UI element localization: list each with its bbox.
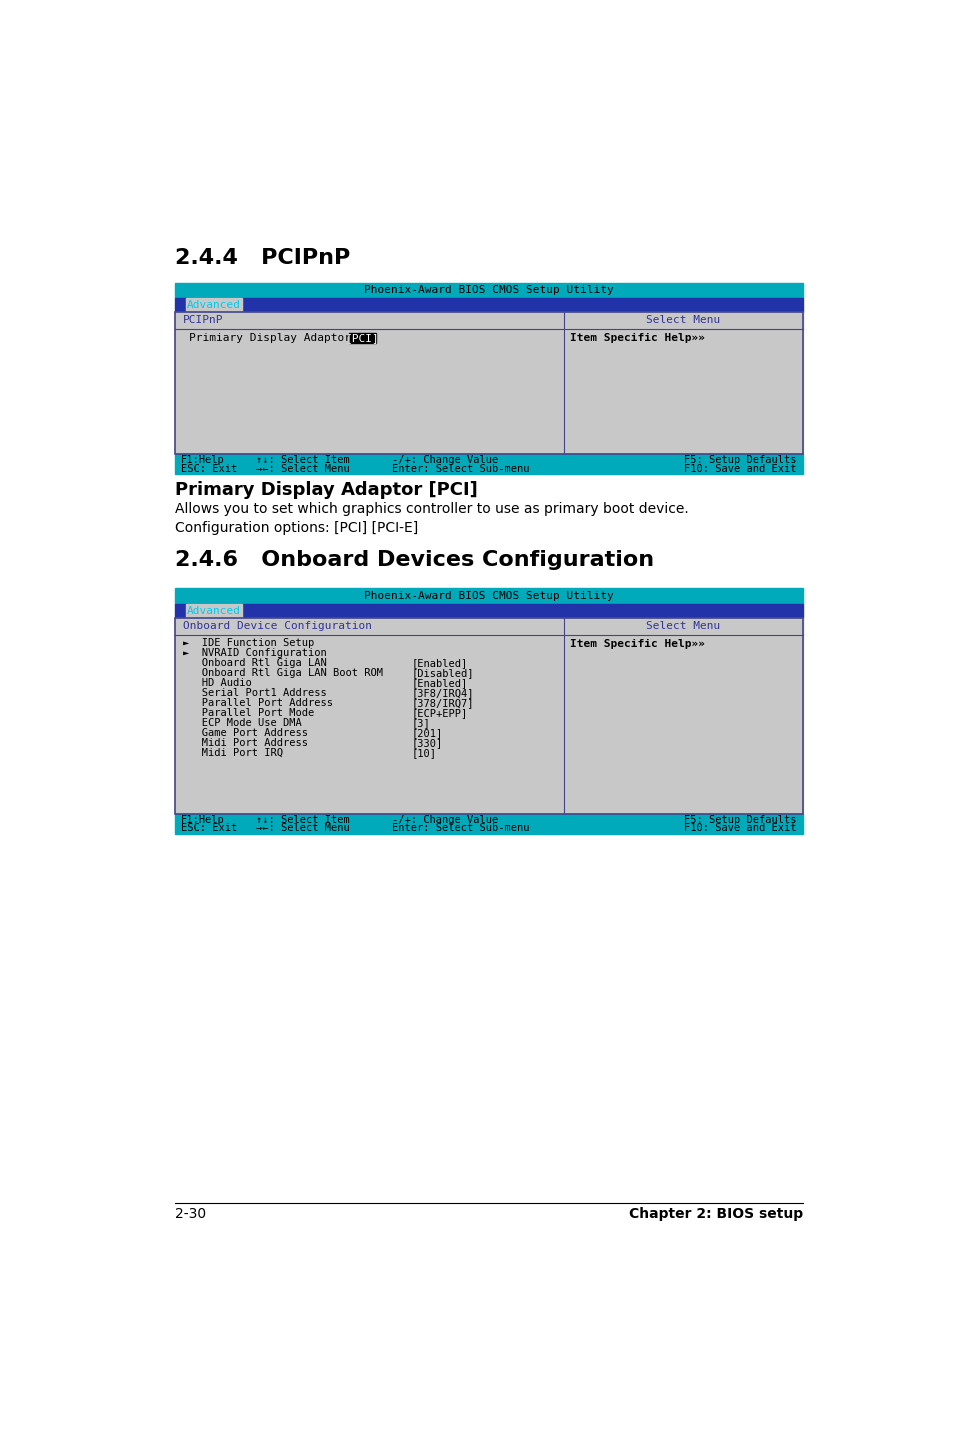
Text: →←: Select Menu: →←: Select Menu — [256, 824, 350, 834]
Bar — [174, 617, 802, 814]
Bar — [174, 454, 802, 475]
Text: [Disabled]: [Disabled] — [411, 669, 474, 679]
Text: ESC: Exit: ESC: Exit — [181, 824, 237, 834]
Text: F10: Save and Exit: F10: Save and Exit — [683, 824, 796, 834]
Text: ↑↓: Select Item: ↑↓: Select Item — [256, 815, 350, 825]
Bar — [186, 604, 241, 617]
Bar — [174, 617, 802, 634]
Text: Phoenix-Award BIOS CMOS Setup Utility: Phoenix-Award BIOS CMOS Setup Utility — [364, 591, 613, 601]
Text: Onboard Rtl Giga LAN Boot ROM: Onboard Rtl Giga LAN Boot ROM — [183, 669, 382, 679]
Text: F10: Save and Exit: F10: Save and Exit — [683, 464, 796, 473]
Text: 2.4.6   Onboard Devices Configuration: 2.4.6 Onboard Devices Configuration — [174, 549, 654, 569]
Text: -/+: Change Value: -/+: Change Value — [392, 815, 497, 825]
Bar — [174, 312, 802, 454]
Text: [3F8/IRQ4]: [3F8/IRQ4] — [411, 687, 474, 697]
Text: [PCI]: [PCI] — [345, 334, 379, 344]
Bar — [174, 617, 802, 814]
Text: [3]: [3] — [411, 718, 430, 728]
Text: Allows you to set which graphics controller to use as primary boot device.
Confi: Allows you to set which graphics control… — [174, 502, 688, 535]
Text: Item Specific Help»»: Item Specific Help»» — [570, 334, 704, 344]
Text: ESC: Exit: ESC: Exit — [181, 464, 237, 473]
Text: Serial Port1 Address: Serial Port1 Address — [183, 687, 326, 697]
Text: Enter: Select Sub-menu: Enter: Select Sub-menu — [392, 824, 529, 834]
Text: [Enabled]: [Enabled] — [411, 679, 467, 687]
Text: F1:Help: F1:Help — [181, 815, 225, 825]
Text: Primary Display Adaptor [PCI]: Primary Display Adaptor [PCI] — [174, 480, 477, 499]
Text: Parallel Port Address: Parallel Port Address — [183, 697, 333, 707]
Text: [10]: [10] — [411, 748, 436, 758]
Text: Item Specific Help»»: Item Specific Help»» — [570, 638, 704, 649]
Text: Advanced: Advanced — [187, 301, 240, 311]
Bar — [174, 283, 802, 298]
Text: Advanced: Advanced — [187, 605, 240, 615]
Bar — [186, 298, 241, 312]
Text: Midi Port Address: Midi Port Address — [183, 738, 308, 748]
Text: [330]: [330] — [411, 738, 442, 748]
Text: →←: Select Menu: →←: Select Menu — [256, 464, 350, 473]
Text: [ECP+EPP]: [ECP+EPP] — [411, 707, 467, 718]
Text: Game Port Address: Game Port Address — [183, 728, 308, 738]
Text: F5: Setup Defaults: F5: Setup Defaults — [683, 815, 796, 825]
Text: [378/IRQ7]: [378/IRQ7] — [411, 697, 474, 707]
Text: Midi Port IRQ: Midi Port IRQ — [183, 748, 282, 758]
Text: 2.4.4   PCIPnP: 2.4.4 PCIPnP — [174, 247, 350, 267]
Bar — [174, 298, 802, 312]
Text: ►  NVRAID Configuration: ► NVRAID Configuration — [183, 649, 326, 659]
Text: ECP Mode Use DMA: ECP Mode Use DMA — [183, 718, 301, 728]
Text: -/+: Change Value: -/+: Change Value — [392, 456, 497, 466]
Text: ↑↓: Select Item: ↑↓: Select Item — [256, 456, 350, 466]
Text: Phoenix-Award BIOS CMOS Setup Utility: Phoenix-Award BIOS CMOS Setup Utility — [364, 285, 613, 295]
Text: PCIPnP: PCIPnP — [183, 315, 223, 325]
Bar — [174, 588, 802, 604]
Text: [Enabled]: [Enabled] — [411, 659, 467, 669]
Text: Parallel Port Mode: Parallel Port Mode — [183, 707, 314, 718]
Text: 2-30: 2-30 — [174, 1208, 206, 1221]
Text: Chapter 2: BIOS setup: Chapter 2: BIOS setup — [628, 1208, 802, 1221]
Text: [201]: [201] — [411, 728, 442, 738]
Bar — [174, 604, 802, 617]
Text: Enter: Select Sub-menu: Enter: Select Sub-menu — [392, 464, 529, 473]
Text: HD Audio: HD Audio — [183, 679, 252, 687]
Text: ►  IDE Function Setup: ► IDE Function Setup — [183, 638, 314, 649]
Bar — [174, 312, 802, 454]
Text: Onboard Device Configuration: Onboard Device Configuration — [183, 621, 372, 631]
Text: Primiary Display Adaptor: Primiary Display Adaptor — [189, 334, 351, 344]
Text: F5: Setup Defaults: F5: Setup Defaults — [683, 456, 796, 466]
Bar — [174, 814, 802, 834]
Text: Select Menu: Select Menu — [646, 315, 720, 325]
Bar — [349, 334, 375, 344]
Text: Onboard Rtl Giga LAN: Onboard Rtl Giga LAN — [183, 659, 326, 669]
Text: F1:Help: F1:Help — [181, 456, 225, 466]
Text: Select Menu: Select Menu — [646, 621, 720, 631]
Bar — [174, 312, 802, 329]
